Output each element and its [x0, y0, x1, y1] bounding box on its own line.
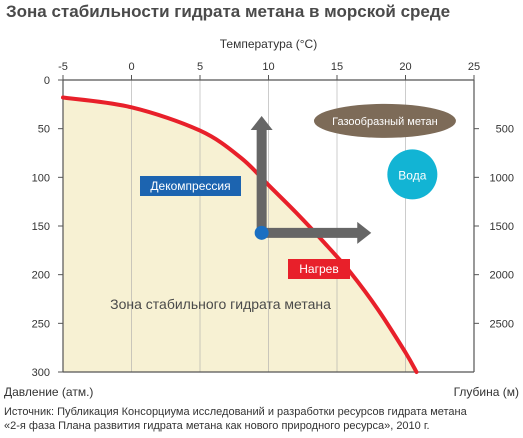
source-note: Источник: Публикация Консорциума исследо…	[4, 405, 467, 433]
stability-zone-label: Зона стабильного гидрата метана	[110, 296, 331, 312]
initial-state-point	[254, 225, 269, 240]
decompression-label-box	[140, 176, 241, 196]
x-tick-label: 15	[331, 61, 343, 73]
heating-arrow	[261, 221, 372, 244]
phase-boundary-curve	[61, 95, 419, 374]
water-region-circle	[387, 149, 438, 200]
y-tick-label-right: 500	[496, 124, 514, 136]
y-tick-label-left: 100	[32, 172, 50, 184]
x-tick-label: 0	[128, 61, 134, 73]
y-tick-label-left: 300	[32, 367, 50, 379]
y-tick-label-left: 200	[32, 270, 50, 282]
x-tick-label: 20	[399, 61, 411, 73]
y-tick-label-left: 50	[38, 124, 50, 136]
gas-methane-label: Газообразный метан	[332, 116, 438, 128]
decompression-label: Декомпрессия	[150, 179, 230, 193]
gas-methane-label-bg	[313, 103, 456, 138]
y-tick-label-right: 1500	[490, 221, 514, 233]
y-tick-label-left: 150	[32, 221, 50, 233]
y-axis-left-label: Давление (атм.)	[4, 385, 93, 399]
heating-label: Нагрев	[299, 262, 338, 276]
decompression-arrow	[250, 116, 273, 233]
y-tick-label-right: 2000	[490, 270, 514, 282]
x-tick-label: 5	[197, 61, 203, 73]
y-tick-label-left: 250	[32, 318, 50, 330]
source-line-2: «2-я фаза Плана развития гидрата метана …	[4, 420, 430, 432]
x-tick-label: 25	[468, 61, 480, 73]
y-axis-right-label: Глубина (м)	[454, 385, 519, 399]
y-tick-label-right: 1000	[490, 172, 514, 184]
x-tick-label: -5	[58, 61, 68, 73]
y-tick-label-right: 2500	[490, 318, 514, 330]
x-tick-label: 10	[262, 61, 274, 73]
chart-title: Зона стабильности гидрата метана в морск…	[6, 2, 451, 21]
stability-zone-area	[63, 97, 417, 372]
water-region-label: Вода	[398, 168, 426, 182]
source-line-1: Источник: Публикация Консорциума исследо…	[4, 406, 467, 418]
y-tick-label-left: 0	[44, 75, 50, 87]
x-axis-label: Температура (°C)	[220, 37, 317, 51]
heating-label-box	[288, 259, 350, 279]
